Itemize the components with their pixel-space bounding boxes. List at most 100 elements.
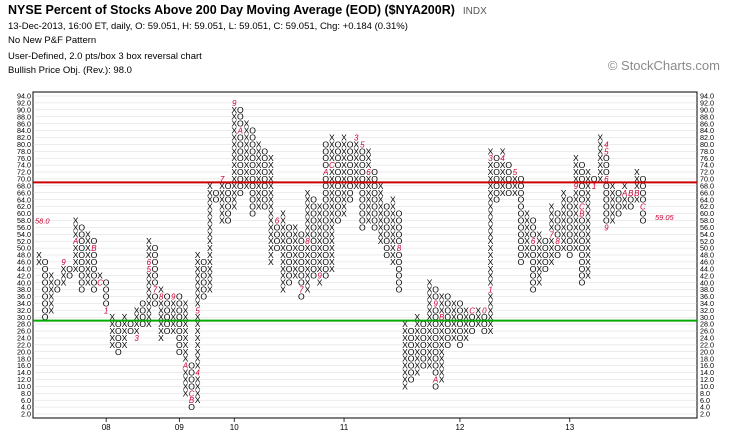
x-box: X bbox=[317, 250, 323, 260]
x-box: X bbox=[73, 264, 79, 274]
month-marker: A bbox=[322, 168, 328, 177]
o-box: O bbox=[213, 195, 220, 205]
x-box: X bbox=[256, 153, 262, 163]
x-box: X bbox=[195, 291, 201, 301]
x-box: X bbox=[634, 195, 640, 205]
o-box: O bbox=[335, 167, 342, 177]
x-box: X bbox=[48, 271, 54, 281]
o-box: O bbox=[298, 257, 305, 267]
x-box: X bbox=[427, 291, 433, 301]
o-box: O bbox=[310, 209, 317, 219]
o-box: O bbox=[444, 340, 451, 350]
month-marker: 5 bbox=[360, 140, 365, 149]
o-box: O bbox=[274, 243, 281, 253]
o-box: O bbox=[371, 222, 378, 232]
x-box: X bbox=[73, 229, 79, 239]
x-box: X bbox=[378, 215, 384, 225]
x-box: X bbox=[207, 264, 213, 274]
x-box: X bbox=[195, 333, 201, 343]
month-marker: 6 bbox=[604, 175, 609, 184]
o-box: O bbox=[542, 250, 549, 260]
x-box: X bbox=[585, 181, 591, 191]
x-box: X bbox=[439, 340, 445, 350]
o-box: O bbox=[78, 285, 85, 295]
o-box: O bbox=[286, 271, 293, 281]
x-box: X bbox=[341, 167, 347, 177]
x-box: X bbox=[231, 160, 237, 170]
o-box: O bbox=[554, 229, 561, 239]
x-box: X bbox=[268, 153, 274, 163]
o-box: O bbox=[530, 264, 537, 274]
x-box: X bbox=[292, 271, 298, 281]
x-box: X bbox=[622, 202, 628, 212]
o-box: O bbox=[457, 333, 464, 343]
o-box: O bbox=[322, 222, 329, 232]
x-tick-label: 10 bbox=[230, 423, 239, 432]
o-box: O bbox=[237, 167, 244, 177]
o-box: O bbox=[347, 160, 354, 170]
x-box: X bbox=[500, 188, 506, 198]
x-tick-label: 08 bbox=[102, 423, 111, 432]
o-box: O bbox=[530, 250, 537, 260]
o-box: O bbox=[200, 278, 207, 288]
month-marker: 9 bbox=[317, 272, 322, 281]
x-box: X bbox=[195, 278, 201, 288]
grid bbox=[33, 95, 697, 415]
o-box: O bbox=[139, 305, 146, 315]
x-box: X bbox=[329, 209, 335, 219]
x-box: X bbox=[73, 215, 79, 225]
x-box: X bbox=[561, 188, 567, 198]
x-box: X bbox=[488, 222, 494, 232]
x-box: X bbox=[561, 209, 567, 219]
o-box: O bbox=[91, 236, 98, 246]
x-box: X bbox=[207, 209, 213, 219]
o-box: O bbox=[42, 278, 49, 288]
o-box: O bbox=[91, 271, 98, 281]
x-box: X bbox=[378, 202, 384, 212]
x-box: X bbox=[439, 305, 445, 315]
y-tick-label-left: 28.0 bbox=[17, 320, 31, 329]
o-box: O bbox=[603, 209, 610, 219]
o-box: O bbox=[335, 195, 342, 205]
month-marker: C bbox=[189, 389, 195, 398]
x-box: X bbox=[561, 215, 567, 225]
o-box: O bbox=[408, 340, 415, 350]
x-box: X bbox=[402, 381, 408, 391]
o-box: O bbox=[261, 202, 268, 212]
y-tick-label-right: 2.0 bbox=[700, 410, 710, 419]
x-box: X bbox=[48, 305, 54, 315]
o-box: O bbox=[249, 146, 256, 156]
y-tick-label-left: 64.0 bbox=[17, 195, 31, 204]
o-box: O bbox=[322, 153, 329, 163]
o-box: O bbox=[420, 347, 427, 357]
x-box: X bbox=[268, 215, 274, 225]
o-box: O bbox=[444, 312, 451, 322]
o-box: O bbox=[530, 257, 537, 267]
x-box: X bbox=[183, 333, 189, 343]
x-box: X bbox=[427, 285, 433, 295]
o-box: O bbox=[335, 174, 342, 184]
o-box: O bbox=[359, 188, 366, 198]
x-box: X bbox=[292, 222, 298, 232]
o-box: O bbox=[188, 368, 195, 378]
o-box: O bbox=[249, 139, 256, 149]
o-box: O bbox=[200, 271, 207, 281]
o-box: O bbox=[249, 209, 256, 219]
x-box: X bbox=[622, 195, 628, 205]
o-box: O bbox=[78, 229, 85, 239]
x-box: X bbox=[122, 319, 128, 329]
x-box: X bbox=[488, 167, 494, 177]
x-box: X bbox=[341, 160, 347, 170]
x-box: X bbox=[536, 229, 542, 239]
o-box: O bbox=[274, 229, 281, 239]
x-box: X bbox=[341, 195, 347, 205]
x-box: X bbox=[317, 202, 323, 212]
x-box: X bbox=[573, 174, 579, 184]
x-box: X bbox=[244, 160, 250, 170]
x-box: X bbox=[366, 174, 372, 184]
x-box: X bbox=[488, 229, 494, 239]
month-marker: C bbox=[579, 203, 585, 212]
x-box: X bbox=[256, 181, 262, 191]
month-marker: 3 bbox=[488, 154, 493, 163]
o-box: O bbox=[347, 153, 354, 163]
